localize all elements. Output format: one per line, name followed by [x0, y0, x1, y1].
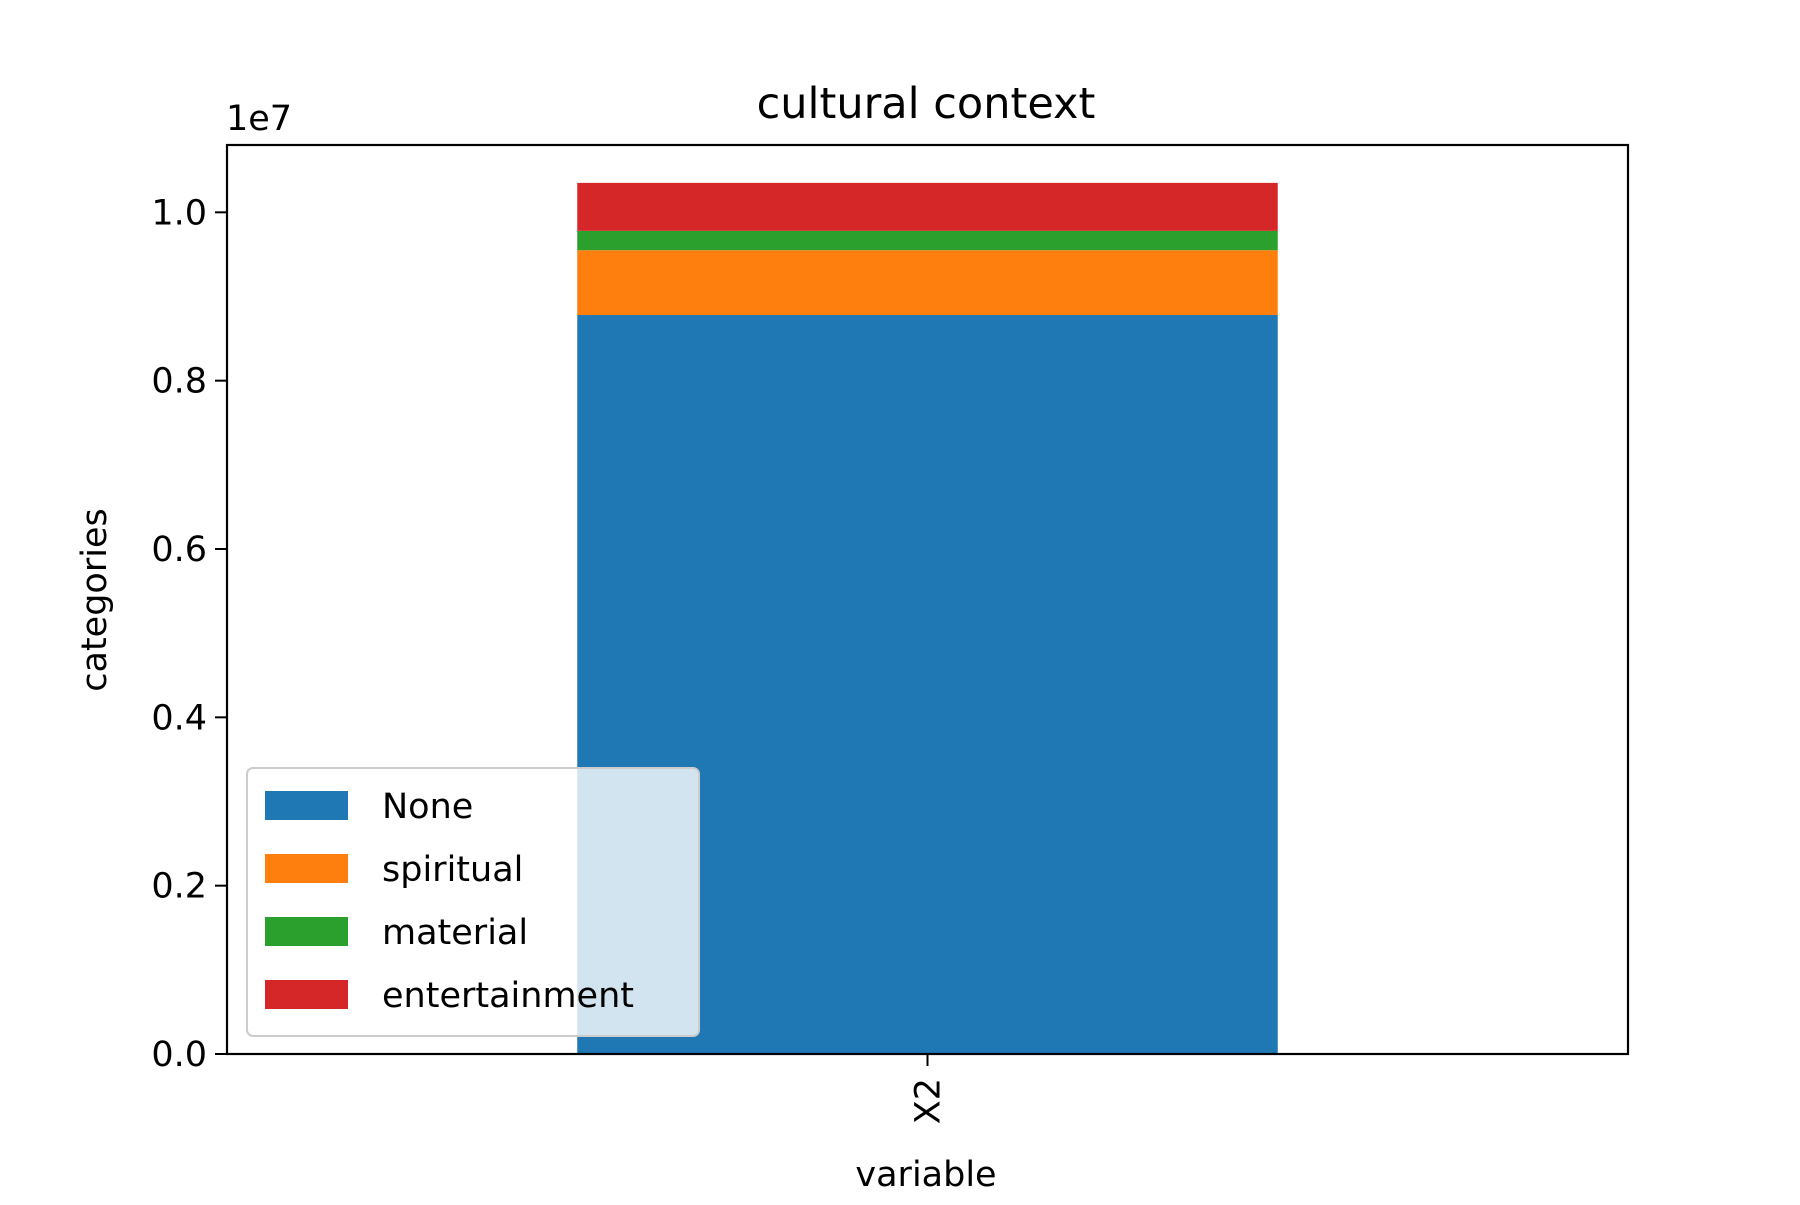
legend-swatch	[265, 980, 348, 1009]
y-axis-label: categories	[75, 508, 115, 691]
y-tick-label: 0.0	[151, 1035, 207, 1075]
y-tick-label: 0.2	[151, 867, 207, 907]
legend: None spiritual material entertainment	[246, 767, 700, 1037]
legend-label: entertainment	[382, 976, 634, 1016]
y-tick-label: 1.0	[151, 193, 207, 233]
legend-label: spiritual	[382, 850, 523, 890]
x-tick-label: X2	[909, 1078, 949, 1124]
legend-label: material	[382, 913, 528, 953]
bar-segment-material	[577, 230, 1278, 251]
legend-swatch	[265, 917, 348, 946]
bar-segment-entertainment	[577, 182, 1278, 231]
y-tick-label: 0.6	[151, 530, 207, 570]
y-axis-offset-label: 1e7	[226, 99, 292, 139]
bar-segment-spiritual	[577, 250, 1278, 316]
axes-layer: 0.0 0.2 0.4 0.6 0.8 1.0 X2	[151, 143, 1630, 1124]
legend-swatch	[265, 791, 348, 820]
legend-swatch	[265, 854, 348, 883]
x-axis-label: variable	[855, 1155, 996, 1195]
chart-title: cultural context	[757, 79, 1096, 129]
y-tick-label: 0.4	[151, 698, 207, 738]
y-tick-label: 0.8	[151, 362, 207, 402]
legend-box	[246, 767, 700, 1037]
legend-label: None	[382, 787, 473, 827]
